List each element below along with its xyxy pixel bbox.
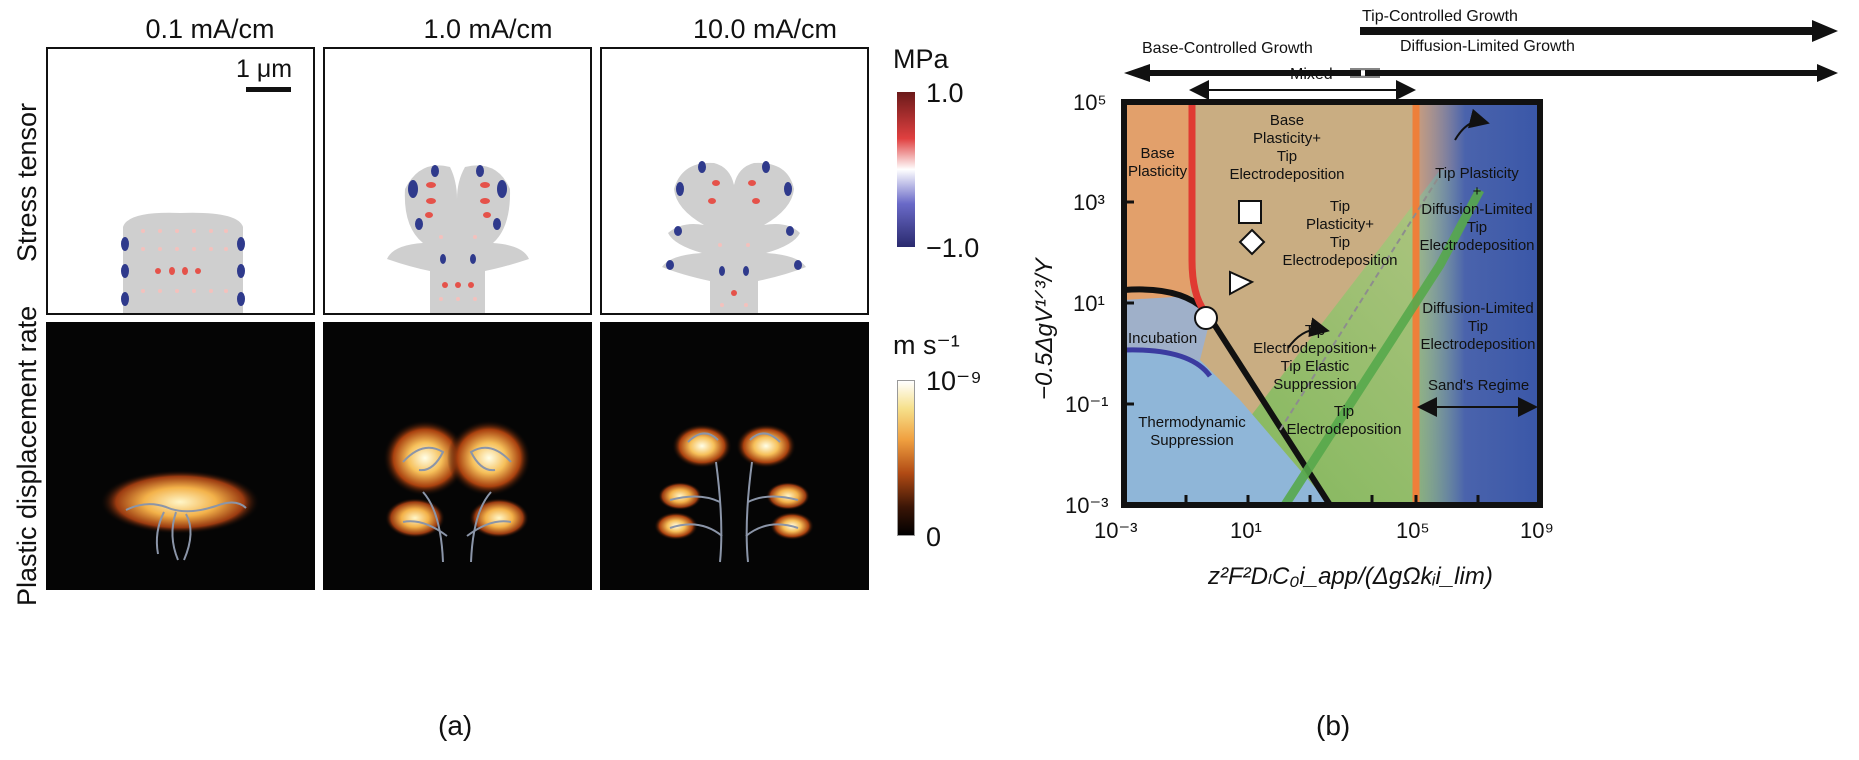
rl: Diffusion-Limited (1421, 201, 1533, 218)
rl: Electrodeposition+ (1253, 340, 1377, 357)
rl: + (1472, 183, 1482, 200)
region-thermo: Thermodynamic Suppression (1132, 414, 1252, 450)
rl: Electrodeposition (1282, 252, 1398, 269)
label-base-controlled: Base-Controlled Growth (1142, 40, 1313, 57)
region-base-plasticity: Base Plasticity (1128, 145, 1187, 181)
rl: Tip (1304, 322, 1326, 339)
col-title-1.0: 1.0 mA/cm (423, 14, 553, 44)
stress-morphology-0.1 (121, 87, 291, 313)
ytick-3: 10¹ (1073, 291, 1105, 316)
rl: Plasticity+ (1253, 130, 1321, 147)
region-tip-plasticity: Tip Plasticity+ Tip Electrodeposition (1265, 198, 1415, 270)
rl: Electrodeposition (1286, 421, 1402, 438)
region-tip-electro: Tip Electrodeposition (1284, 403, 1404, 439)
rl: Suppression (1273, 376, 1357, 393)
rate-map-0.1 (100, 470, 260, 561)
col-title-10.0: 10.0 mA/cm (692, 14, 838, 44)
rate-panel-10.0 (600, 322, 869, 590)
rate-map-1.0 (383, 420, 531, 563)
region-tip-elastic: Tip Electrodeposition+ Tip Elastic Suppr… (1240, 322, 1390, 394)
rl: Plasticity+ (1306, 216, 1374, 233)
region-incubation: Incubation (1128, 330, 1198, 347)
panel-b-label: (b) (1316, 710, 1351, 741)
stress-panel-10.0 (600, 47, 869, 315)
stress-morphology-1.0 (387, 165, 529, 313)
label-mixed: Mixed (1290, 66, 1333, 83)
xtick-1: 10⁻³ (1094, 518, 1138, 543)
stress-panel-0.1: 1 μm (46, 47, 315, 315)
rate-colorbar (897, 380, 915, 536)
col-title-0.1: 0.1 mA/cm (145, 14, 275, 44)
rl: Tip (1329, 198, 1351, 215)
label-tip-controlled: Tip-Controlled Growth (1362, 8, 1518, 25)
plot-area (1121, 99, 1543, 508)
rate-map-10.0 (654, 424, 814, 563)
xtick-3: 10⁵ (1396, 518, 1430, 543)
xtick-4: 10⁹ (1520, 518, 1554, 543)
rl: Diffusion-Limited (1422, 300, 1534, 317)
scale-bar (246, 87, 291, 92)
label-diffusion-limited: Diffusion-Limited Growth (1400, 38, 1575, 55)
rl: Base (1269, 112, 1305, 129)
ytick-4: 10⁻¹ (1065, 392, 1109, 417)
stress-panel-1.0 (323, 47, 592, 315)
ytick-2: 10³ (1073, 190, 1105, 215)
region-diffusion-limited-tip: Diffusion-Limited Tip Electrodeposition (1416, 300, 1540, 354)
y-axis-label: −0.5ΔgV¹ᐟ³/Y (1031, 258, 1058, 400)
regime-arrows (1124, 20, 1838, 100)
rl: Plasticity (1128, 163, 1188, 180)
stress-colorbar-unit: MPa (893, 44, 949, 74)
xtick-2: 10¹ (1230, 518, 1262, 543)
rate-colorbar-max: 10⁻⁹ (926, 366, 982, 396)
ytick-5: 10⁻³ (1065, 493, 1109, 518)
stress-morphology-10.0 (662, 161, 806, 313)
rl: Tip Elastic (1280, 358, 1350, 375)
rl: Suppression (1150, 432, 1234, 449)
panel-a-label: (a) (438, 710, 473, 741)
rl: Electrodeposition (1229, 166, 1345, 183)
rl: Tip (1276, 148, 1298, 165)
ytick-1: 10⁵ (1073, 90, 1107, 115)
rl: Tip Plasticity (1435, 165, 1519, 182)
rate-colorbar-unit: m s⁻¹ (893, 330, 960, 360)
rl: Tip (1333, 403, 1355, 420)
scale-bar-label: 1 μm (236, 55, 293, 83)
rl: Tip Electrodeposition (1419, 219, 1535, 254)
region-base-tip: Base Plasticity+ Tip Electrodeposition (1212, 112, 1362, 184)
rl: Thermodynamic (1138, 414, 1246, 431)
stress-colorbar-min: −1.0 (926, 233, 980, 263)
rl: Electrodeposition (1420, 336, 1536, 353)
stress-colorbar (897, 92, 915, 247)
rate-colorbar-min: 0 (926, 522, 942, 552)
stress-colorbar-max: 1.0 (926, 78, 964, 108)
rl: Base (1140, 145, 1175, 162)
region-tip-plasticity-diff: Tip Plasticity + Diffusion-Limited Tip E… (1412, 165, 1542, 255)
x-axis-label: z²F²DₗC₀i_app/(ΔgΩkᵢi_lim) (1208, 563, 1493, 590)
rl: Tip (1467, 318, 1489, 335)
rl: Tip (1329, 234, 1351, 251)
region-sands: Sand's Regime (1428, 377, 1530, 394)
rate-panel-0.1 (46, 322, 315, 590)
rate-panel-1.0 (323, 322, 592, 590)
